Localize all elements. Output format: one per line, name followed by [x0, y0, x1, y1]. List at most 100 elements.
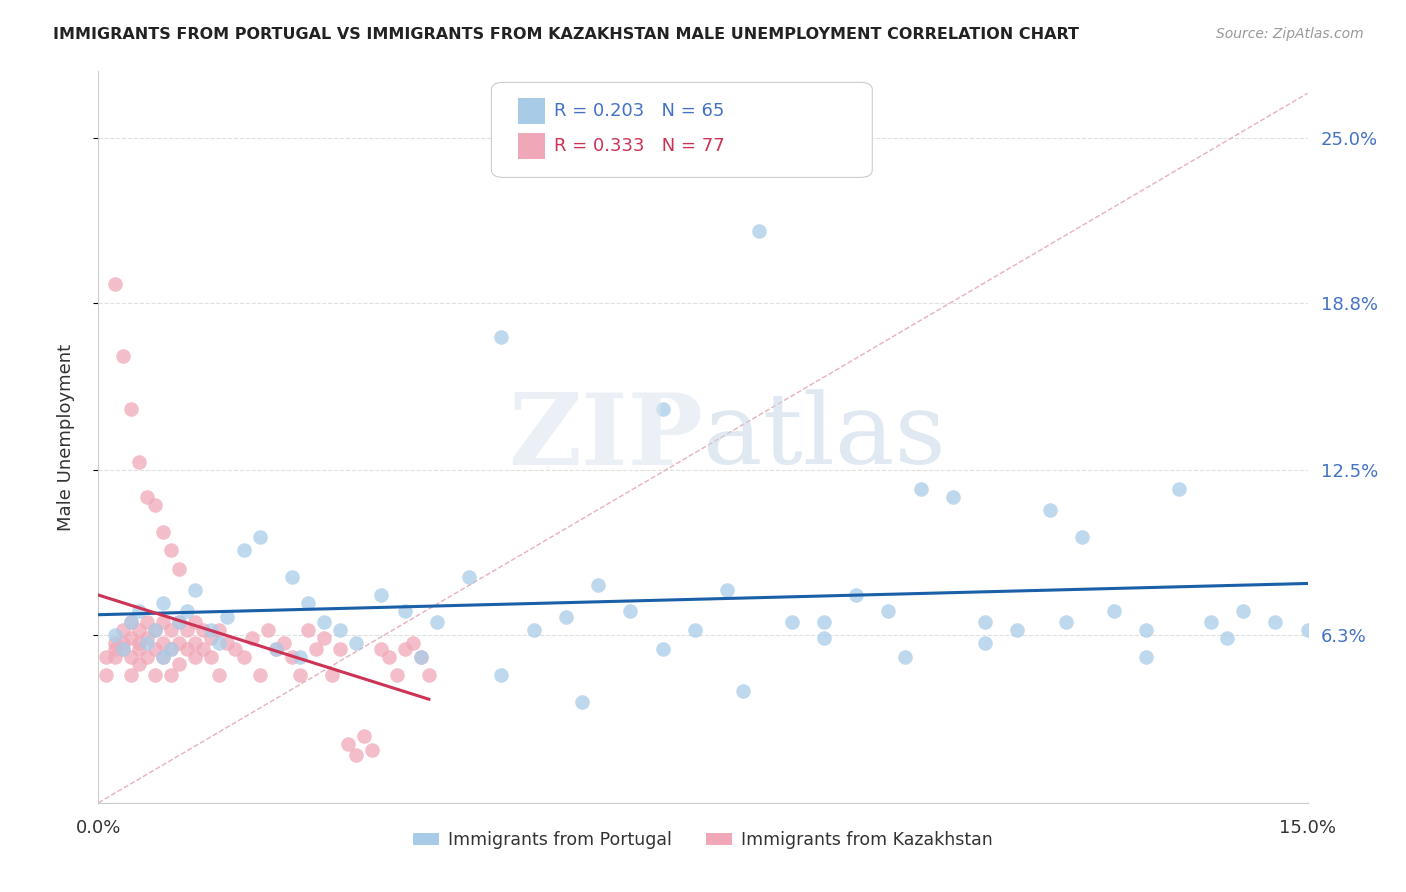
Point: [167, 562, 190, 576]
Point: [281, 649, 304, 664]
Point: [426, 615, 449, 629]
Point: [96, 649, 118, 664]
Point: [120, 615, 142, 629]
Point: [329, 641, 352, 656]
Point: [208, 636, 231, 650]
Point: [571, 695, 593, 709]
FancyBboxPatch shape: [517, 133, 544, 159]
Text: atlas: atlas: [703, 389, 946, 485]
Point: [1102, 604, 1125, 618]
Point: [103, 628, 125, 642]
Point: [208, 623, 231, 637]
Point: [96, 668, 118, 682]
Point: [651, 402, 673, 417]
Point: [232, 649, 254, 664]
Point: [370, 588, 392, 602]
Text: R = 0.203   N = 65: R = 0.203 N = 65: [554, 102, 724, 120]
Point: [1232, 604, 1254, 618]
Point: [193, 641, 215, 656]
Point: [217, 636, 239, 650]
Point: [120, 668, 142, 682]
Point: [1296, 623, 1319, 637]
Point: [1054, 615, 1077, 629]
Point: [337, 737, 360, 751]
Point: [120, 649, 142, 664]
Point: [184, 615, 207, 629]
Point: [208, 668, 231, 682]
Point: [733, 684, 755, 698]
Point: [167, 615, 190, 629]
Point: [1135, 623, 1157, 637]
Text: IMMIGRANTS FROM PORTUGAL VS IMMIGRANTS FROM KAZAKHSTAN MALE UNEMPLOYMENT CORRELA: IMMIGRANTS FROM PORTUGAL VS IMMIGRANTS F…: [53, 27, 1080, 42]
Point: [314, 615, 336, 629]
Point: [103, 641, 125, 656]
Point: [120, 402, 142, 417]
Point: [288, 649, 311, 664]
Point: [651, 641, 673, 656]
Point: [716, 582, 738, 597]
Point: [184, 582, 207, 597]
Text: R = 0.333   N = 77: R = 0.333 N = 77: [554, 137, 725, 155]
Point: [394, 604, 416, 618]
Point: [1199, 615, 1222, 629]
Point: [974, 615, 997, 629]
Point: [111, 641, 134, 656]
Point: [193, 623, 215, 637]
Point: [128, 604, 150, 618]
Point: [1135, 649, 1157, 664]
Point: [1216, 631, 1239, 645]
Point: [111, 641, 134, 656]
Point: [224, 641, 246, 656]
Point: [1070, 530, 1092, 544]
Point: [288, 668, 311, 682]
Point: [111, 623, 134, 637]
Point: [152, 636, 174, 650]
Point: [394, 641, 416, 656]
Point: [176, 623, 198, 637]
Point: [152, 615, 174, 629]
Point: [1167, 482, 1189, 496]
Point: [249, 668, 271, 682]
Point: [167, 657, 190, 672]
Point: [264, 641, 287, 656]
Point: [256, 623, 278, 637]
Point: [167, 615, 190, 629]
Point: [377, 649, 399, 664]
Point: [370, 641, 392, 656]
Point: [143, 623, 166, 637]
Point: [344, 636, 367, 650]
Point: [942, 490, 965, 504]
Point: [135, 631, 157, 645]
Point: [200, 623, 222, 637]
Point: [314, 631, 336, 645]
Point: [176, 641, 198, 656]
Point: [281, 570, 304, 584]
Point: [152, 596, 174, 610]
Point: [135, 490, 157, 504]
Point: [103, 277, 125, 292]
Point: [409, 649, 432, 664]
Point: [200, 631, 222, 645]
Point: [135, 615, 157, 629]
Point: [135, 636, 157, 650]
Point: [184, 636, 207, 650]
Point: [1039, 503, 1062, 517]
FancyBboxPatch shape: [492, 82, 872, 178]
Point: [217, 609, 239, 624]
Point: [297, 596, 319, 610]
Point: [160, 623, 183, 637]
FancyBboxPatch shape: [517, 98, 544, 124]
Point: [249, 530, 271, 544]
Point: [409, 649, 432, 664]
Point: [160, 543, 183, 558]
Point: [152, 524, 174, 539]
Point: [128, 455, 150, 469]
Point: [160, 641, 183, 656]
Point: [329, 623, 352, 637]
Point: [200, 649, 222, 664]
Point: [232, 543, 254, 558]
Point: [1007, 623, 1029, 637]
Point: [491, 330, 513, 344]
Point: [111, 349, 134, 363]
Point: [555, 609, 578, 624]
